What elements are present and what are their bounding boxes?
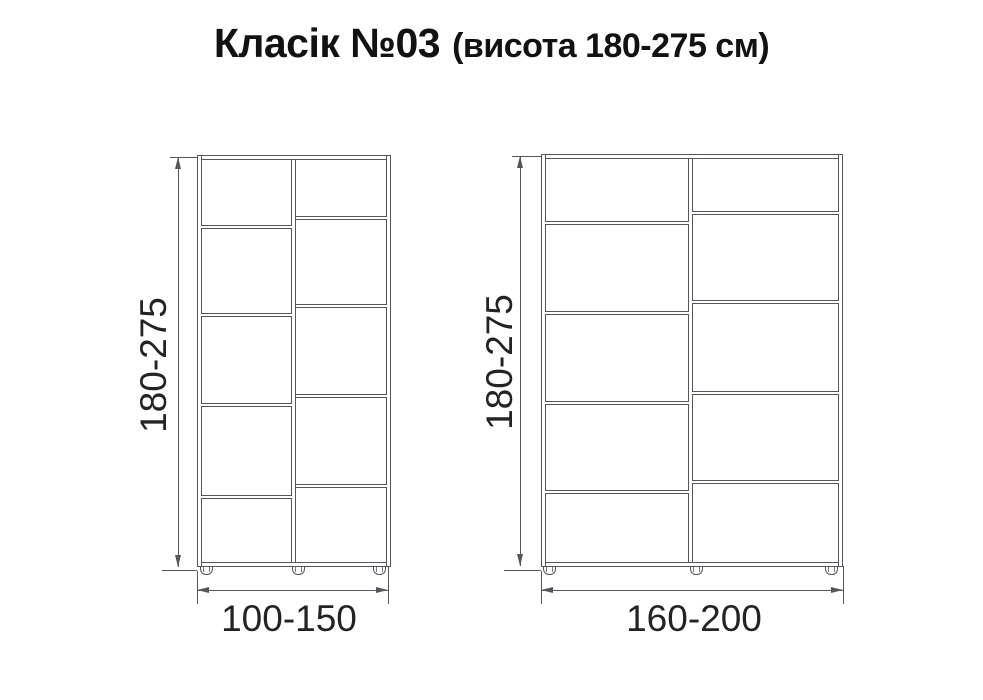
- width-dimension-label: 160-200: [626, 598, 762, 639]
- foot-caster: [373, 567, 386, 575]
- foot-caster: [690, 567, 703, 575]
- height-dimension-line: [175, 157, 181, 567]
- left-side-panel: [197, 155, 202, 567]
- shelf: [692, 211, 839, 215]
- extension-line: [843, 566, 844, 604]
- width-dimension-line: [197, 587, 388, 593]
- shelf: [201, 313, 292, 317]
- wardrobe-large-drawing: [541, 154, 843, 575]
- shelf: [692, 391, 839, 395]
- page-title: Класік №03 (висота 180-275 см): [0, 20, 983, 67]
- shelf: [201, 225, 292, 229]
- foot-caster: [292, 567, 305, 575]
- width-dimension-line: [541, 587, 843, 593]
- extension-line: [170, 157, 197, 158]
- title-height-range: (висота 180-275 см): [452, 27, 770, 65]
- shelf: [201, 403, 292, 407]
- shelf: [545, 221, 689, 225]
- left-side-panel: [541, 154, 546, 567]
- foot-caster: [543, 567, 556, 575]
- shelf: [296, 394, 387, 398]
- shelf: [296, 216, 387, 220]
- height-dimension-label: 180-275: [479, 294, 520, 430]
- extension-line: [162, 570, 197, 571]
- height-dimension-label: 180-275: [133, 297, 174, 433]
- extension-line: [541, 571, 542, 604]
- extension-line: [504, 570, 541, 571]
- title-product-name: Класік №03: [213, 20, 441, 66]
- wardrobe-small-drawing: [197, 155, 391, 575]
- shelf: [692, 300, 839, 304]
- shelf: [201, 495, 292, 499]
- shelf: [296, 304, 387, 308]
- center-divider-panel: [688, 158, 693, 563]
- shelf: [545, 311, 689, 315]
- right-side-panel: [838, 154, 843, 567]
- extension-line: [388, 566, 389, 604]
- center-divider-panel: [291, 159, 296, 563]
- shelf: [545, 401, 689, 405]
- shelf: [692, 480, 839, 484]
- foot-caster: [825, 567, 838, 575]
- extension-line: [512, 156, 541, 157]
- extension-line: [197, 571, 198, 604]
- height-dimension-line: [517, 156, 523, 566]
- width-dimension-label: 100-150: [221, 598, 357, 639]
- shelf: [545, 490, 689, 494]
- shelf: [296, 484, 387, 488]
- foot-caster: [200, 567, 213, 575]
